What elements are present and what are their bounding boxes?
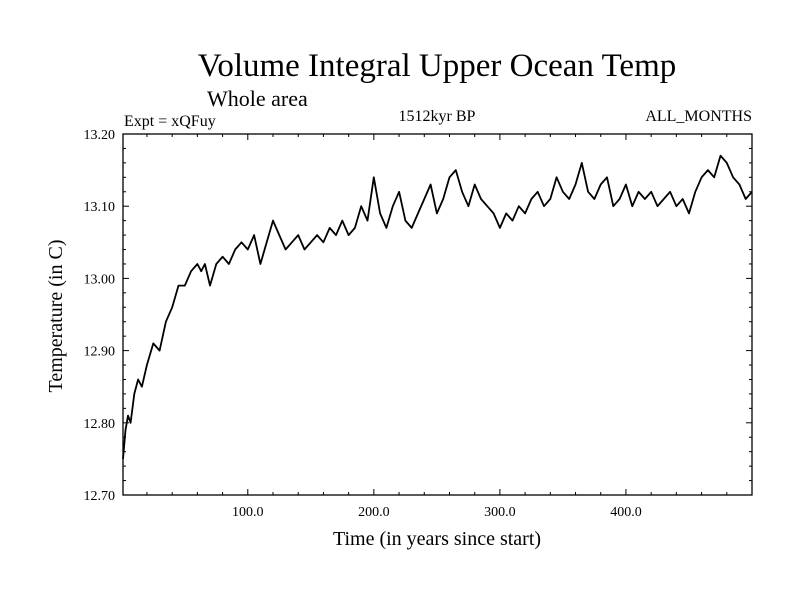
y-tick-label: 12.80	[84, 417, 116, 432]
x-tick-label: 300.0	[484, 505, 516, 520]
experiment-label: Expt = xQFuy	[124, 113, 216, 130]
plot-area: 100.0 200.0 300.0 400.0 12.70 12.80 12.90 13.00…	[84, 128, 753, 520]
y-tick-label: 13.10	[84, 200, 116, 215]
chart-subtitle: Whole area	[207, 86, 308, 111]
y-tick-label: 12.90	[84, 345, 116, 360]
x-tick-label: 100.0	[232, 505, 264, 520]
plot-frame	[122, 133, 753, 496]
chart-title: Volume Integral Upper Ocean Temp	[198, 48, 676, 84]
y-tick-label: 13.20	[84, 128, 116, 143]
x-tick-label: 400.0	[610, 505, 642, 520]
months-label: ALL_MONTHS	[645, 108, 752, 125]
x-axis-label: Time (in years since start)	[333, 528, 541, 550]
x-tick-label: 200.0	[358, 505, 390, 520]
series-line	[122, 154, 753, 459]
y-tick-label: 13.00	[84, 272, 116, 287]
period-label: 1512kyr BP	[399, 108, 476, 125]
y-axis-label: Temperature (in C)	[45, 240, 67, 393]
y-tick-label: 12.70	[84, 489, 116, 504]
